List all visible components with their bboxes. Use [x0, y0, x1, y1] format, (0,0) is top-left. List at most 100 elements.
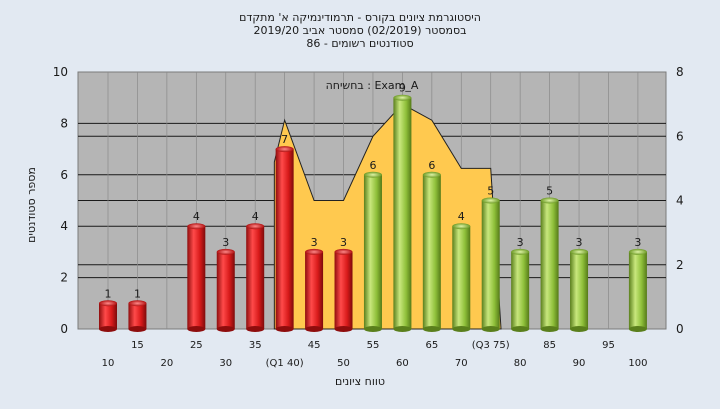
bar-data-label: 9	[399, 82, 406, 95]
y-tick-label: 6	[60, 168, 68, 182]
bar-data-label: 3	[634, 236, 641, 249]
bar	[246, 226, 265, 329]
bar-data-label: 6	[428, 159, 435, 172]
x-tick-label: 25	[190, 340, 203, 351]
y2-tick-label: 8	[676, 65, 684, 79]
y-tick-label: 0	[60, 322, 68, 336]
bar	[511, 251, 530, 329]
y-axis-label: מספר סטודנטים	[25, 167, 38, 243]
bar-cap	[128, 300, 147, 307]
x-tick-label: 50	[337, 358, 350, 369]
bar-data-label: 6	[369, 159, 376, 172]
bar-data-label: 5	[546, 185, 553, 198]
bar-cap	[334, 248, 353, 255]
title-line-1: היסטוגרמת ציונים בקורס - תרמודינמיקה א' …	[239, 11, 481, 24]
bar-cap	[540, 197, 559, 204]
bar-data-label: 5	[487, 185, 494, 198]
bar-data-label: 4	[252, 210, 259, 223]
bar-cap	[452, 223, 471, 230]
y2-tick-label: 2	[676, 258, 684, 272]
bar-data-label: 4	[193, 210, 200, 223]
x-tick-label: 80	[514, 358, 527, 369]
bar	[540, 200, 559, 329]
bar-cap	[275, 146, 294, 153]
bar-base	[246, 326, 265, 332]
bar	[305, 251, 324, 329]
bar	[99, 303, 117, 329]
bar-cap	[628, 248, 647, 255]
bar	[216, 251, 235, 329]
bar-cap	[570, 248, 589, 255]
x-tick-label: 20	[161, 358, 174, 369]
bar-base	[99, 326, 117, 332]
chart-title: היסטוגרמת ציונים בקורס - תרמודינמיקה א' …	[239, 11, 481, 50]
bar-base	[628, 326, 647, 332]
bar-cap	[511, 248, 530, 255]
bar-base	[422, 326, 441, 332]
bar-base	[128, 326, 147, 332]
bar-cap	[422, 171, 441, 178]
x-tick-label: 95	[602, 340, 615, 351]
y2-tick-label: 4	[676, 194, 684, 208]
distribution-area	[273, 103, 502, 330]
y-tick-label: 10	[53, 65, 68, 79]
bar-cap	[305, 248, 324, 255]
bar-data-label: 3	[311, 236, 318, 249]
y-tick-label: 8	[60, 116, 68, 130]
bar-base	[216, 326, 235, 332]
bar-data-label: 7	[281, 133, 288, 146]
legend-label: בחשיחה : Exam_A	[326, 79, 419, 92]
bar	[628, 251, 647, 329]
bar-base	[363, 326, 382, 332]
y-tick-label: 2	[60, 271, 68, 285]
x-tick-label: 15	[131, 340, 144, 351]
bar-data-label: 1	[105, 287, 112, 300]
x-tick-label: 100	[628, 358, 647, 369]
bar-base	[275, 326, 294, 332]
bar-base	[511, 326, 530, 332]
bar	[187, 226, 206, 329]
x-tick-label: 55	[367, 340, 380, 351]
bar-cap	[99, 300, 117, 307]
x-tick-label: (Q3 75)	[472, 340, 510, 351]
bar	[452, 226, 471, 329]
y2-tick-label: 0	[676, 322, 684, 336]
bar	[363, 174, 382, 329]
bar-base	[187, 326, 206, 332]
bar	[570, 251, 589, 329]
bar-cap	[363, 171, 382, 178]
bar-data-label: 3	[340, 236, 347, 249]
bar-cap	[187, 223, 206, 230]
bar-base	[393, 326, 412, 332]
y2-tick-label: 6	[676, 129, 684, 143]
bar-data-label: 3	[517, 236, 524, 249]
x-tick-label: 70	[455, 358, 468, 369]
x-tick-label: 85	[543, 340, 556, 351]
bar-cap	[216, 248, 235, 255]
x-tick-label: 60	[396, 358, 409, 369]
x-tick-label: 90	[573, 358, 586, 369]
bar-base	[305, 326, 324, 332]
x-tick-label: 10	[102, 358, 115, 369]
bar-cap	[481, 197, 500, 204]
bar	[275, 149, 294, 329]
bar-base	[452, 326, 471, 332]
bar-data-label: 4	[458, 210, 465, 223]
x-tick-label: 65	[425, 340, 438, 351]
bar-base	[481, 326, 500, 332]
title-line-3: סטודנטים רשומים - 86	[306, 37, 413, 50]
bar	[481, 200, 500, 329]
bar-data-label: 3	[222, 236, 229, 249]
x-tick-label: 45	[308, 340, 321, 351]
distribution-area-shape	[273, 103, 502, 330]
y-tick-label: 4	[60, 219, 68, 233]
bar	[422, 174, 441, 329]
x-tick-label: 30	[219, 358, 232, 369]
bar	[128, 303, 147, 329]
bar-cap	[246, 223, 265, 230]
bar-data-label: 3	[576, 236, 583, 249]
bar-data-label: 1	[134, 287, 141, 300]
